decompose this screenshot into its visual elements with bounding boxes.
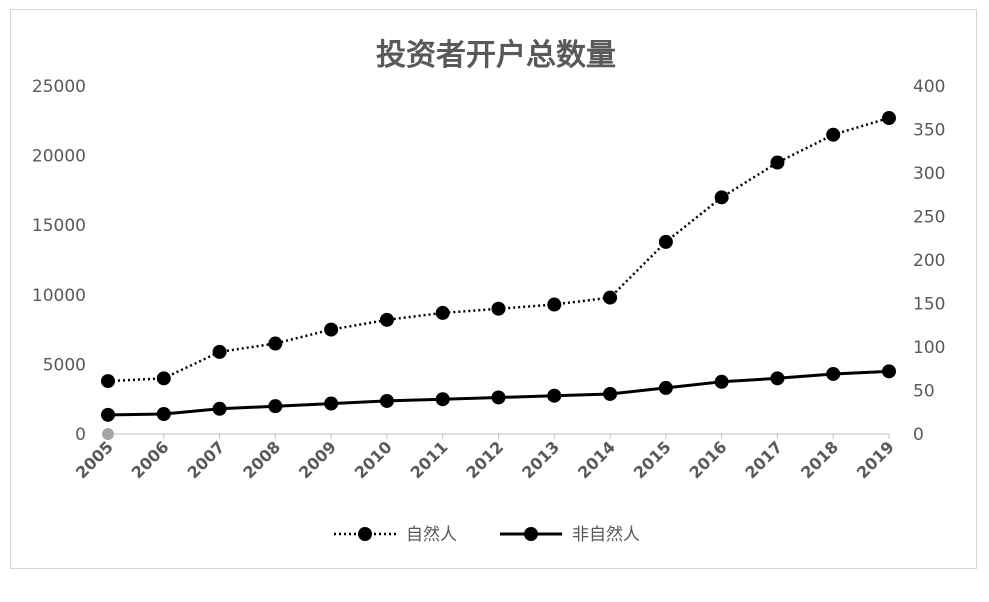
data-point-series-1	[156, 406, 171, 421]
x-axis-tick-label: 2006	[128, 437, 173, 482]
x-axis-tick-label: 2015	[630, 437, 675, 482]
left-axis-tick-label: 15000	[32, 216, 86, 236]
data-point-series-1	[770, 371, 785, 386]
data-point-series-1	[603, 386, 618, 401]
data-point-series-1	[101, 407, 115, 422]
x-axis-tick-label: 2011	[407, 437, 452, 482]
right-axis-tick-label: 350	[913, 121, 945, 141]
data-point-series-0	[658, 234, 673, 249]
data-point-series-1	[435, 392, 450, 407]
x-axis-tick-label: 2019	[853, 437, 898, 482]
x-axis-tick-label: 2016	[686, 437, 731, 482]
right-axis-tick-label: 100	[913, 338, 945, 358]
right-axis-tick-label: 300	[913, 164, 945, 184]
data-point-series-1	[547, 388, 562, 403]
chart-title: 投资者开户总数量	[376, 38, 616, 73]
line-chart: 投资者开户总数量 0 5000 10000 15000 20000 25000 0 50 100…	[32, 38, 946, 545]
data-point-series-0	[212, 344, 227, 359]
legend-label-1: 非自然人	[572, 525, 640, 545]
data-point-series-1	[658, 380, 673, 395]
data-point-series-1	[212, 401, 227, 416]
data-point-series-0	[714, 190, 729, 205]
series-line-0	[107, 116, 890, 383]
data-point-series-1	[826, 366, 841, 381]
legend-marker-1	[524, 527, 538, 541]
legend: 自然人 非自然人	[334, 525, 640, 545]
left-axis-tick-label: 5000	[43, 355, 86, 375]
data-point-series-0	[603, 290, 618, 305]
data-point-series-1	[268, 399, 283, 414]
right-axis-tick-label: 150	[913, 295, 945, 315]
data-point-series-0	[435, 305, 450, 320]
series-layer	[101, 111, 896, 422]
data-point-series-0	[491, 301, 506, 316]
chart-frame: 投资者开户总数量 0 5000 10000 15000 20000 25000 0 50 100…	[10, 9, 977, 569]
data-point-series-0	[156, 371, 171, 386]
data-point-series-0	[547, 297, 562, 312]
x-axis-tick-label: 2018	[797, 437, 842, 482]
data-point-series-0	[379, 312, 394, 327]
data-point-series-0	[826, 127, 841, 142]
axes: 0 5000 10000 15000 20000 25000 0 50 100 150 200 250…	[32, 77, 946, 482]
x-axis-tick-label: 2009	[295, 437, 340, 482]
legend-marker-0	[358, 527, 372, 541]
x-axis-tick-label: 2010	[351, 437, 396, 482]
data-point-series-1	[491, 390, 506, 405]
data-point-series-0	[324, 322, 339, 337]
x-axis-tick-label: 2008	[239, 437, 284, 482]
data-point-series-0	[770, 155, 785, 170]
x-axis-tick-label: 2017	[741, 437, 786, 482]
right-axis-tick-label: 400	[913, 77, 945, 97]
left-axis-tick-label: 20000	[32, 147, 86, 167]
data-point-series-1	[379, 393, 394, 408]
right-axis-tick-label: 200	[913, 251, 945, 271]
x-axis-tick-label: 2013	[518, 437, 563, 482]
x-axis-tick-label: 2007	[183, 437, 228, 482]
data-point-series-0	[882, 111, 896, 126]
x-axis-tick-label: 2012	[462, 437, 507, 482]
right-axis-tick-label: 50	[913, 382, 935, 402]
x-axis-tick-label: 2014	[574, 437, 619, 482]
data-point-series-1	[882, 364, 896, 379]
right-axis-tick-label: 250	[913, 208, 945, 228]
data-point-series-0	[268, 336, 283, 351]
left-axis-tick-label: 0	[75, 425, 86, 445]
data-point-series-0	[101, 374, 115, 389]
legend-label-0: 自然人	[406, 525, 457, 545]
origin-marker	[102, 428, 114, 440]
left-axis-tick-label: 10000	[32, 286, 86, 306]
data-point-series-1	[714, 374, 729, 389]
data-point-series-1	[324, 396, 339, 411]
right-axis-tick-label: 0	[913, 425, 924, 445]
left-axis-tick-label: 25000	[32, 77, 86, 97]
